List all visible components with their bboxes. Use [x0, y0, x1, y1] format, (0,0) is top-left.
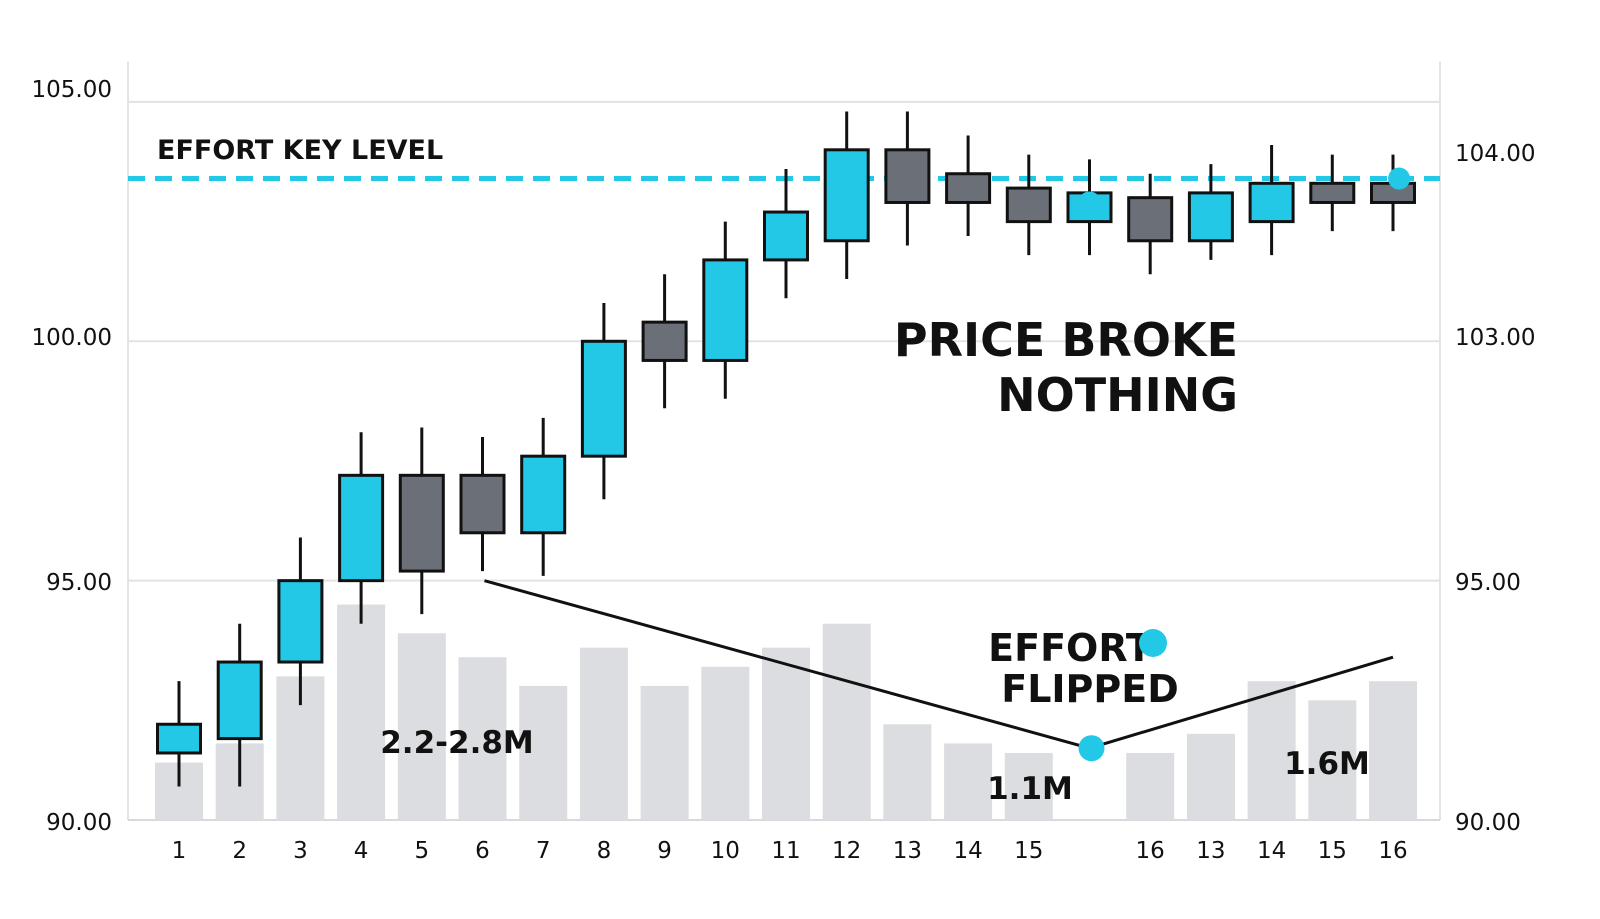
volume-bar [1004, 752, 1053, 820]
x-tick-label: 14 [953, 838, 982, 864]
y-tick-label-right: 90.00 [1455, 810, 1521, 836]
x-tick-label: 9 [657, 838, 672, 864]
volume-bar [579, 647, 628, 820]
y-tick-label-left: 95.00 [46, 570, 112, 596]
candle-body-bear [459, 473, 506, 535]
candle-body-bear [1005, 186, 1052, 224]
x-tick-label: 10 [711, 838, 740, 864]
candle-body-bull [520, 454, 567, 535]
volume-bar [1186, 733, 1235, 820]
x-tick-label: 3 [293, 838, 308, 864]
x-tick-label: 2 [232, 838, 247, 864]
candle-body-bear [641, 320, 688, 362]
x-tick-label: 13 [893, 838, 922, 864]
axis-layer: 105.00 100.00 95.00 90.00 104.00 103.00 95.00 9… [32, 77, 1536, 864]
candle-body-bull [763, 210, 809, 262]
volume-bar [1247, 681, 1296, 820]
effort-key-level-label: EFFORT KEY LEVEL [157, 135, 443, 166]
volume-label-high: 2.2-2.8M [380, 725, 534, 761]
candle-body-bear [884, 148, 931, 204]
x-tick-label: 14 [1257, 838, 1286, 864]
candles-layer [156, 111, 1416, 787]
volume-bar [1126, 752, 1175, 820]
y-tick-label-left: 100.00 [32, 325, 112, 351]
volume-bar [1369, 681, 1417, 820]
candle-body-bull [277, 579, 324, 664]
volume-bar [640, 685, 689, 820]
volume-bar [822, 623, 871, 820]
volume-bar [397, 633, 446, 820]
annotations-layer: PRICE BROKE NOTHING EFFORT FLIPPED 2.2-2… [380, 313, 1370, 807]
x-tick-label: 13 [1196, 838, 1225, 864]
candle-body-bear [1309, 181, 1356, 204]
x-tick-label: 12 [832, 838, 861, 864]
cyan-marker-1 [1388, 167, 1411, 190]
y-tick-label-right: 95.00 [1455, 570, 1521, 596]
x-tick-label: 8 [597, 838, 612, 864]
candle-body-bull [338, 473, 385, 583]
volume-bar [1308, 700, 1357, 820]
key-level-layer: EFFORT KEY LEVEL [128, 135, 1440, 182]
candle-body-bull [216, 660, 263, 741]
volume-layer [155, 604, 1417, 820]
x-tick-label: 15 [1318, 838, 1347, 864]
price-broke-label-line1: PRICE BROKE [894, 313, 1238, 367]
x-tick-label: 4 [354, 838, 369, 864]
price-broke-label-line2: NOTHING [997, 368, 1238, 422]
y-tick-label-left: 90.00 [46, 810, 112, 836]
x-tick-label: 7 [536, 838, 551, 864]
y-tick-label-right: 103.00 [1455, 325, 1535, 351]
y-tick-label-left: 105.00 [32, 77, 112, 103]
x-tick-label: 16 [1136, 838, 1165, 864]
x-tick-label: 16 [1378, 838, 1407, 864]
candle-body-bear [1127, 196, 1174, 243]
effort-flipped-dot [1139, 629, 1167, 657]
candle-body-bear [398, 473, 445, 573]
candle-body-bull [702, 258, 749, 362]
volume-bar [519, 685, 568, 820]
cyan-marker-0 [1078, 191, 1101, 214]
volume-label-mid: 1.6M [1284, 746, 1370, 782]
volume-bar [762, 647, 810, 820]
effort-flipped-label-line1: EFFORT [988, 626, 1152, 670]
volume-bar [944, 743, 993, 820]
candle-body-bull [1248, 181, 1295, 224]
volume-bar [883, 724, 932, 820]
candle-body-bull [823, 148, 870, 243]
volume-label-low: 1.1M [987, 771, 1073, 807]
effort-low-marker [1078, 735, 1105, 762]
candle-body-bull [156, 722, 202, 755]
volume-bar [701, 666, 750, 820]
candle-body-bull [580, 339, 627, 458]
x-tick-label: 11 [771, 838, 800, 864]
candle-body-bear [945, 172, 992, 204]
effort-line-layer [484, 579, 1394, 762]
y-tick-label-right: 104.00 [1455, 141, 1535, 167]
x-tick-label: 15 [1014, 838, 1043, 864]
candle-body-bull [1187, 191, 1234, 243]
x-tick-label: 1 [172, 838, 187, 864]
x-tick-label: 5 [414, 838, 429, 864]
volume-bar [458, 657, 507, 820]
x-tick-label: 6 [475, 838, 490, 864]
effort-flipped-label-line2: FLIPPED [1001, 667, 1179, 711]
volume-bar [337, 604, 386, 820]
